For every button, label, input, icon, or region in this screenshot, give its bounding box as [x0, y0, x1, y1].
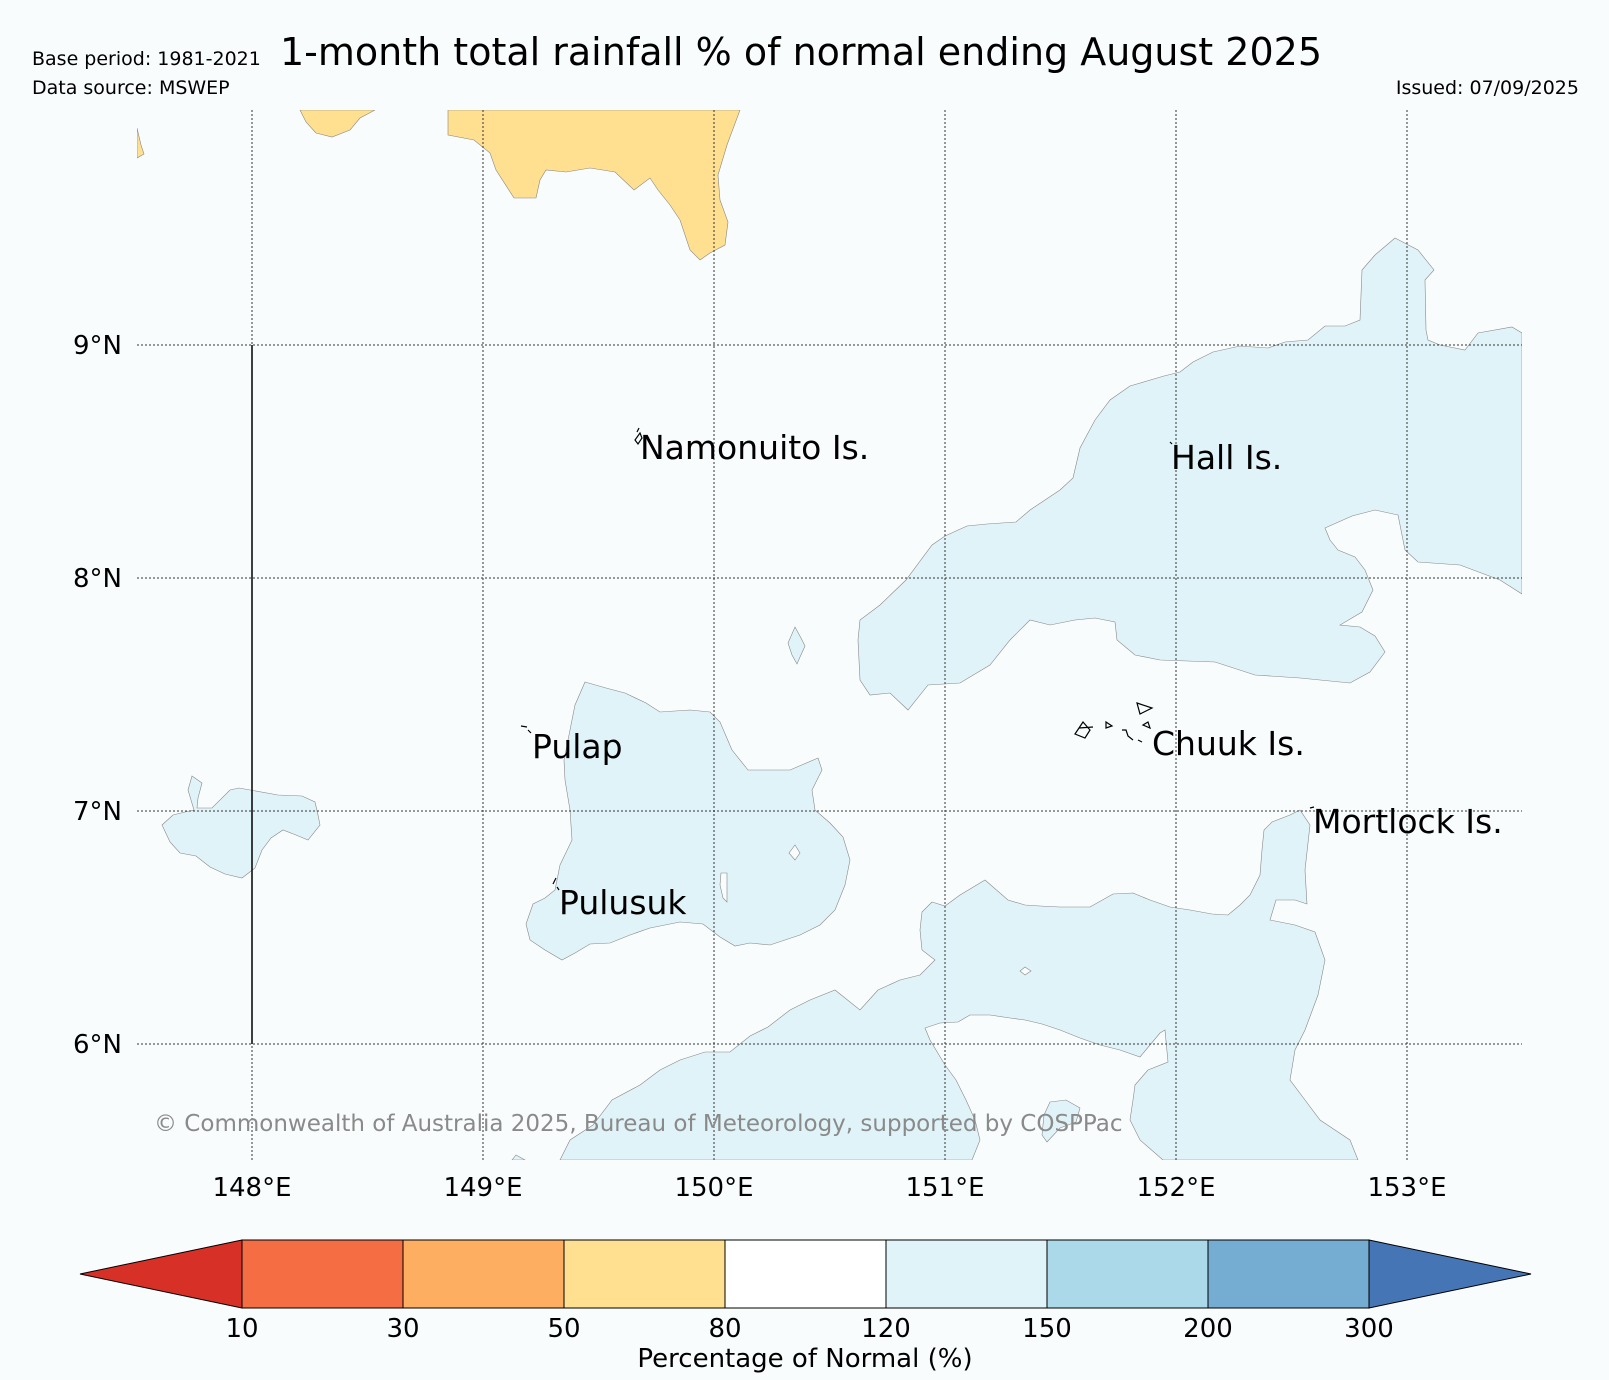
anomaly-region-dry-north — [447, 110, 741, 261]
colorbar-bin-10-30 — [241, 1239, 404, 1309]
lon-label-153e: 153°E — [1367, 1173, 1446, 1203]
place-labels: Namonuito Is. Hall Is. Pulap Chuuk Is. M… — [532, 428, 1503, 922]
lon-label-151e: 151°E — [905, 1173, 984, 1203]
issued-date: Issued: 07/09/2025 — [1395, 77, 1579, 99]
longitude-labels: 148°E 149°E 150°E 151°E 152°E 153°E — [212, 1173, 1446, 1203]
lat-label-8n: 8°N — [73, 564, 122, 594]
colorbar-tick-10: 10 — [225, 1314, 258, 1344]
lat-label-6n: 6°N — [73, 1030, 122, 1060]
lon-label-148e: 148°E — [212, 1173, 291, 1203]
anomaly-region-wet-northeast — [857, 237, 1522, 711]
anomaly-region-wet-center — [525, 681, 851, 961]
lon-label-150e: 150°E — [674, 1173, 753, 1203]
anomaly-hole-1 — [788, 844, 801, 861]
island-chuuk — [1074, 702, 1154, 743]
colorbar-tick-120: 120 — [861, 1314, 911, 1344]
colorbar-tick-30: 30 — [386, 1314, 419, 1344]
colorbar-extend-high — [1368, 1239, 1532, 1309]
colorbar — [79, 1239, 1532, 1309]
island-hall — [1169, 441, 1173, 445]
place-label-namonuito: Namonuito Is. — [640, 428, 869, 467]
anomaly-hole-2 — [719, 872, 728, 903]
colorbar-tick-80: 80 — [708, 1314, 741, 1344]
island-pulusuk — [552, 877, 560, 891]
colorbar-tick-200: 200 — [1183, 1314, 1233, 1344]
lon-label-149e: 149°E — [443, 1173, 522, 1203]
colorbar-bin-120-150 — [885, 1239, 1048, 1309]
anomaly-hole-3 — [1019, 966, 1032, 976]
colorbar-bin-200-300 — [1207, 1239, 1370, 1309]
copyright-notice: © Commonwealth of Australia 2025, Bureau… — [154, 1111, 1123, 1137]
base-period: Base period: 1981-2021 — [32, 48, 261, 70]
island-outlines — [520, 427, 1315, 891]
island-pulap — [520, 725, 532, 734]
place-label-pulusuk: Pulusuk — [559, 883, 687, 922]
place-label-mortlock: Mortlock Is. — [1313, 802, 1503, 841]
colorbar-ticks: 10 30 50 80 120 150 200 300 — [225, 1314, 1393, 1344]
lat-label-9n: 9°N — [73, 331, 122, 361]
colorbar-tick-50: 50 — [547, 1314, 580, 1344]
anomaly-region-wet-west — [161, 775, 321, 879]
island-mortlock — [1309, 806, 1315, 809]
anomaly-region-wet-small-1 — [787, 626, 806, 665]
colorbar-bin-50-80 — [563, 1239, 726, 1309]
latitude-labels: 9°N 8°N 7°N 6°N — [73, 331, 122, 1060]
colorbar-tick-300: 300 — [1344, 1314, 1394, 1344]
colorbar-tick-150: 150 — [1022, 1314, 1072, 1344]
rainfall-map-area — [137, 110, 1522, 1160]
anomaly-region-dry-northwest — [299, 110, 376, 138]
place-label-hall: Hall Is. — [1171, 438, 1282, 477]
colorbar-title: Percentage of Normal (%) — [637, 1344, 972, 1374]
anomaly-region-dry-edge — [137, 127, 145, 159]
anomaly-50-80-regions — [137, 110, 741, 261]
place-label-chuuk: Chuuk Is. — [1152, 724, 1305, 763]
place-label-pulap: Pulap — [532, 727, 623, 766]
anomaly-region-wet-small-3 — [511, 1154, 526, 1160]
lon-label-152e: 152°E — [1136, 1173, 1215, 1203]
map-title: 1-month total rainfall % of normal endin… — [280, 30, 1322, 74]
colorbar-bin-150-200 — [1046, 1239, 1209, 1309]
colorbar-bin-30-50 — [402, 1239, 565, 1309]
anomaly-region-wet-small-2 — [1041, 1099, 1081, 1143]
anomaly-region-wet-south — [559, 809, 1359, 1160]
data-source: Data source: MSWEP — [32, 77, 230, 99]
lat-label-7n: 7°N — [73, 797, 122, 827]
anomaly-120-150-regions — [161, 237, 1522, 1160]
colorbar-bin-80-120 — [724, 1239, 887, 1309]
colorbar-extend-low — [79, 1239, 243, 1309]
island-namonuito — [634, 427, 643, 446]
